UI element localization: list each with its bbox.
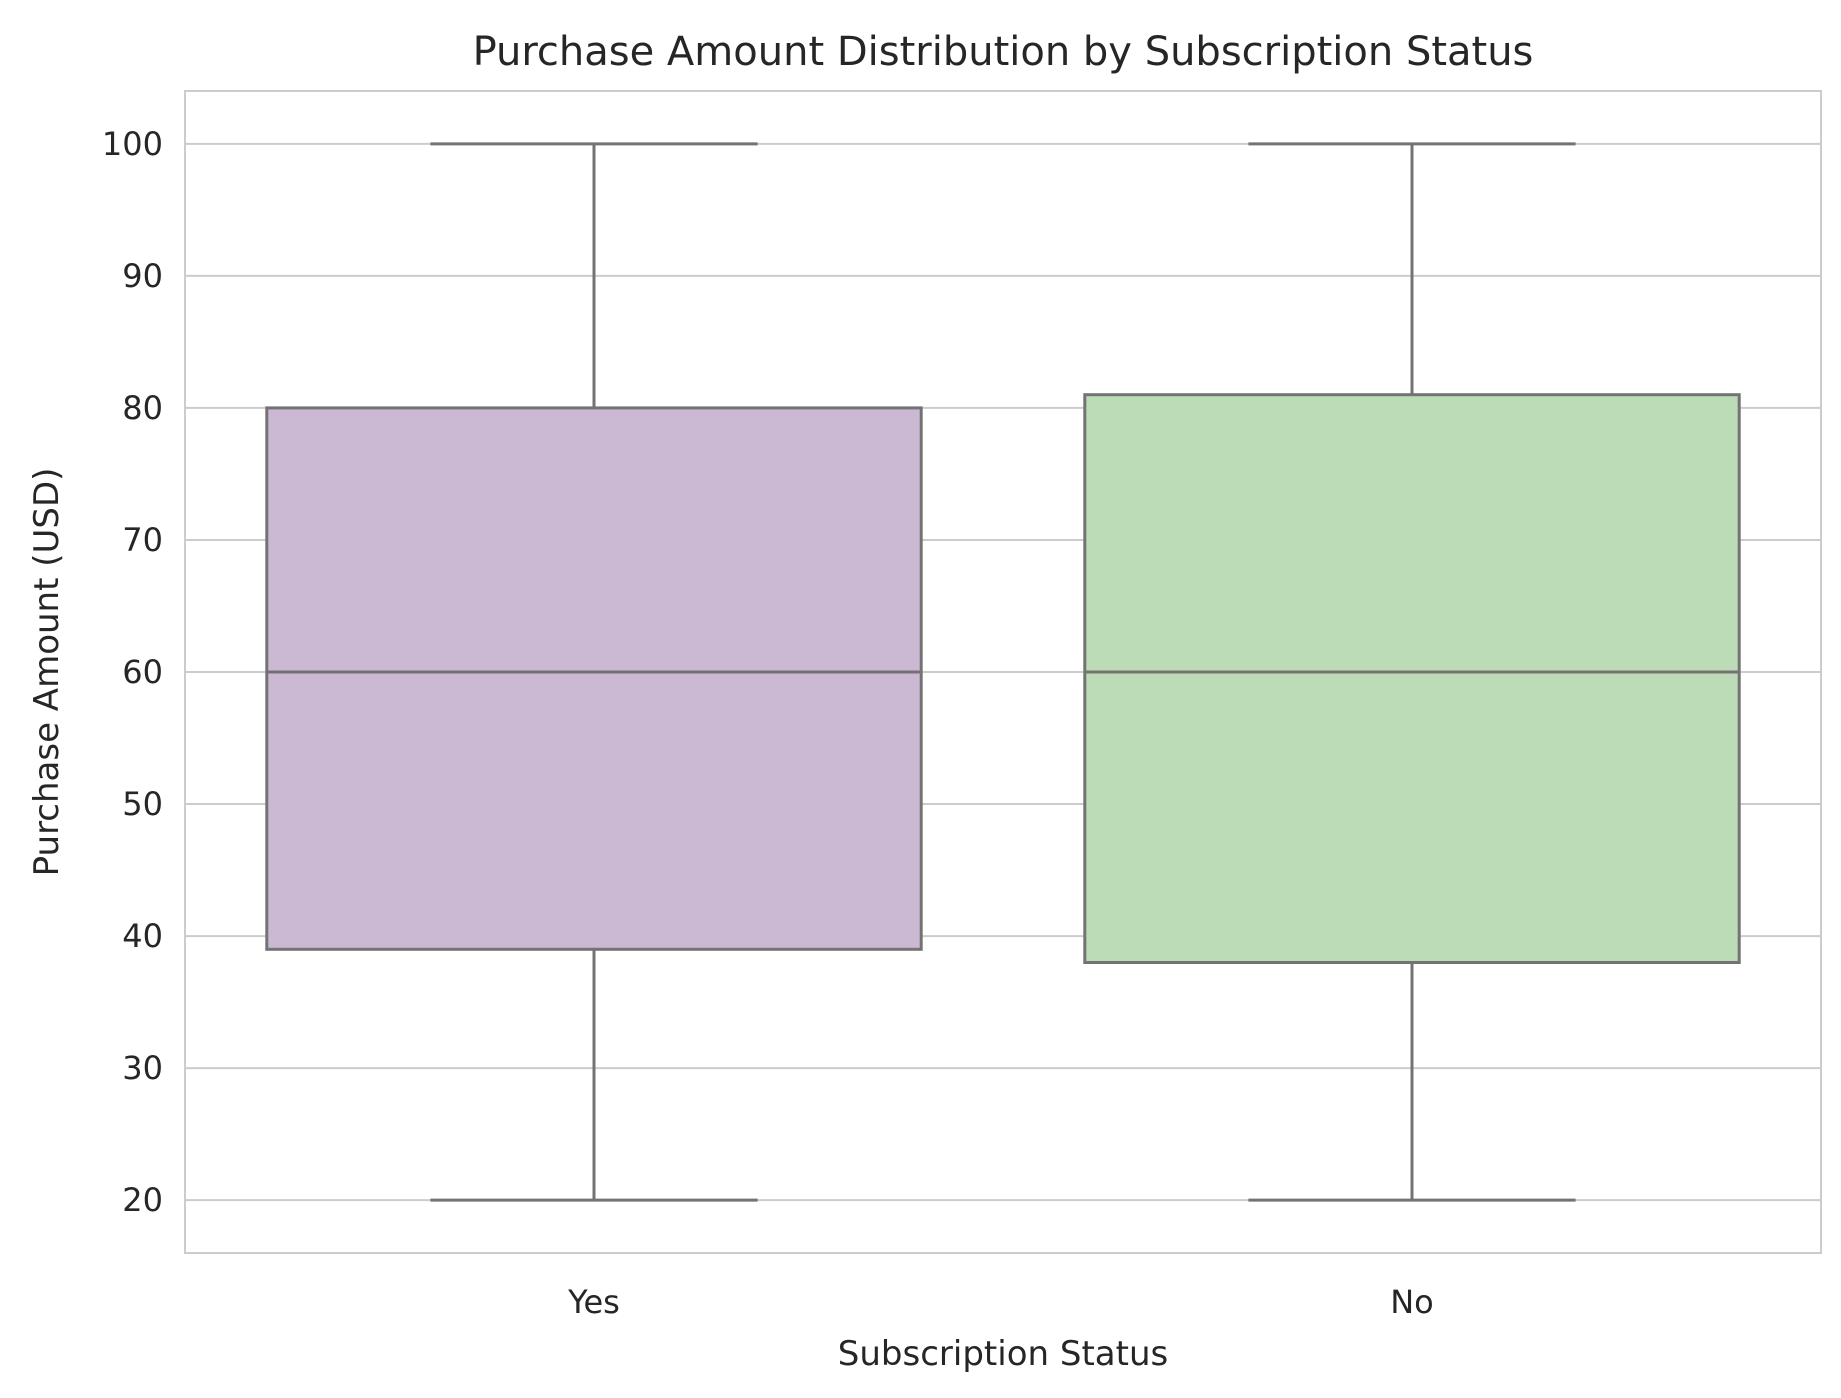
y-tick-label: 80	[122, 389, 163, 427]
y-tick-label: 90	[122, 257, 163, 295]
y-tick-label: 30	[122, 1049, 163, 1087]
x-tick-label: No	[1390, 1283, 1434, 1321]
x-tick-label: Yes	[567, 1283, 620, 1321]
box-group	[265, 142, 923, 1202]
x-axis-label: Subscription Status	[838, 1334, 1168, 1374]
boxes	[265, 142, 1741, 1202]
y-tick-label: 70	[122, 521, 163, 559]
chart-title: Purchase Amount Distribution by Subscrip…	[473, 29, 1534, 75]
y-tick-label: 40	[122, 917, 163, 955]
iqr-box	[1083, 393, 1741, 965]
x-tick-labels: Yes No	[567, 1283, 1434, 1321]
y-tick-labels: 20 30 40 50 60 70 80 90 100	[102, 125, 163, 1219]
y-tick-label: 20	[122, 1181, 163, 1219]
y-tick-label: 100	[102, 125, 163, 163]
y-tick-label: 60	[122, 653, 163, 691]
box-group	[1083, 142, 1741, 1202]
plot-frame	[184, 90, 1822, 1254]
iqr-box	[265, 406, 923, 951]
y-tick-label: 50	[122, 785, 163, 823]
y-axis-label: Purchase Amount (USD)	[27, 468, 67, 877]
